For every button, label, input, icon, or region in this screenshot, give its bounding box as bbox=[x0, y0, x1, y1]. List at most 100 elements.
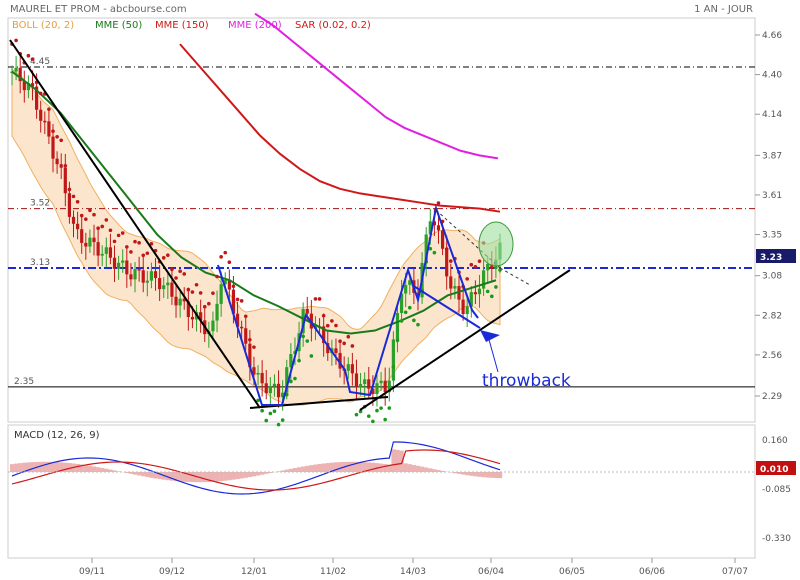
candle-body bbox=[281, 392, 285, 398]
macd-hist-bar bbox=[223, 472, 228, 481]
sar-dot bbox=[239, 299, 244, 303]
candle-body bbox=[395, 312, 400, 340]
macd-hist-bar bbox=[219, 472, 224, 482]
sar-dot bbox=[223, 250, 228, 255]
level-label: 3.52 bbox=[30, 199, 50, 209]
sar-dot bbox=[399, 319, 404, 323]
candle-body bbox=[190, 317, 195, 320]
macd-hist-bar bbox=[346, 461, 351, 472]
macd-hist-bar bbox=[26, 462, 31, 472]
macd-hist-bar bbox=[251, 472, 257, 477]
sar-dot bbox=[354, 412, 359, 417]
bollinger-band bbox=[11, 67, 501, 406]
candle-body bbox=[248, 343, 252, 368]
date-tick-label: 09/12 bbox=[159, 567, 185, 577]
candle-body bbox=[276, 383, 281, 398]
sar-dot bbox=[198, 291, 203, 295]
macd-value-badge bbox=[756, 461, 796, 475]
macd-hist-bar bbox=[59, 462, 64, 472]
candle-body bbox=[305, 308, 309, 314]
sar-dot bbox=[141, 253, 146, 258]
macd-hist-bar bbox=[305, 465, 310, 472]
mme-150-line bbox=[179, 43, 501, 213]
macd-hist-bar bbox=[256, 472, 261, 476]
level-label: 2.35 bbox=[14, 377, 34, 387]
macd-hist-bar bbox=[104, 468, 109, 472]
macd-hist-bar bbox=[128, 472, 134, 474]
macd-hist-bar bbox=[153, 472, 158, 479]
current-price-badge bbox=[756, 249, 796, 263]
candle-body bbox=[424, 234, 428, 263]
macd-hist-bar bbox=[465, 472, 470, 476]
sar-dot bbox=[301, 334, 305, 339]
candle-body bbox=[166, 282, 170, 286]
macd-hist-bar bbox=[215, 472, 220, 482]
macd-hist-bar bbox=[116, 471, 121, 472]
candle-body bbox=[18, 67, 22, 82]
sar-dot bbox=[227, 260, 232, 264]
sar-dot bbox=[436, 201, 441, 205]
macd-hist-bar bbox=[38, 461, 43, 472]
sar-dot bbox=[129, 250, 133, 254]
sar-dot bbox=[272, 409, 277, 414]
macd-hist-bar bbox=[157, 472, 162, 480]
date-tick-label: 07/07 bbox=[722, 567, 748, 577]
candle-body bbox=[162, 285, 166, 290]
legend-item: MME (50) bbox=[95, 20, 142, 31]
macd-hist-bar bbox=[190, 472, 195, 483]
sar-dot bbox=[182, 272, 187, 276]
sar-dot bbox=[428, 246, 433, 251]
sar-dot bbox=[71, 194, 76, 199]
candle-body bbox=[100, 253, 104, 256]
candle-body bbox=[285, 367, 289, 393]
candle-body bbox=[465, 306, 469, 315]
arrow-head-icon bbox=[480, 330, 500, 342]
candle-body bbox=[375, 383, 379, 394]
sar-dot bbox=[38, 91, 43, 96]
candle-body bbox=[338, 352, 342, 369]
macd-hist-bar bbox=[473, 472, 478, 477]
macd-hist-bar bbox=[284, 469, 289, 472]
support-line bbox=[249, 396, 389, 409]
candle-body bbox=[440, 230, 445, 249]
macd-hist-bar bbox=[333, 462, 339, 472]
candle-body bbox=[133, 269, 137, 280]
candle-body bbox=[477, 288, 482, 295]
macd-hist-bar bbox=[325, 463, 330, 472]
sar-dot bbox=[395, 338, 400, 343]
sar-dot bbox=[190, 290, 195, 294]
macd-hist-bar bbox=[63, 462, 68, 472]
sar-dot bbox=[59, 138, 64, 143]
throwback-pointer bbox=[487, 335, 499, 373]
sar-dot bbox=[235, 297, 240, 302]
sar-dot bbox=[293, 376, 297, 381]
sar-dot bbox=[47, 107, 51, 111]
sar-dot bbox=[416, 322, 420, 327]
candle-body bbox=[481, 270, 486, 289]
macd-hist-bar bbox=[292, 468, 298, 472]
sar-dot bbox=[383, 417, 387, 422]
date-tick-label: 14/03 bbox=[400, 567, 426, 577]
macd-hist-bar bbox=[321, 463, 326, 472]
sar-dot bbox=[248, 337, 252, 342]
macd-hist-bar bbox=[51, 461, 56, 472]
macd-hist-bar bbox=[174, 472, 179, 482]
candle-body bbox=[264, 383, 268, 394]
candle-body bbox=[473, 292, 477, 295]
macd-hist-bar bbox=[370, 462, 376, 472]
candle-body bbox=[408, 280, 412, 285]
macd-hist-bar bbox=[202, 472, 207, 483]
candle-body bbox=[354, 373, 359, 388]
candle-body bbox=[428, 221, 432, 235]
level-label: 4.45 bbox=[30, 57, 50, 67]
stock-title: MAUREL ET PROM - abcbourse.com bbox=[10, 4, 187, 15]
macd-hist-bar bbox=[461, 472, 466, 475]
macd-hist-bar bbox=[198, 472, 203, 483]
sar-dot bbox=[494, 285, 498, 289]
level-lines: 4.45 3.52 3.13 2.35 bbox=[8, 57, 755, 388]
candle-body bbox=[153, 271, 158, 279]
price-tick-label: 3.08 bbox=[762, 272, 782, 282]
candle-body bbox=[301, 308, 305, 334]
